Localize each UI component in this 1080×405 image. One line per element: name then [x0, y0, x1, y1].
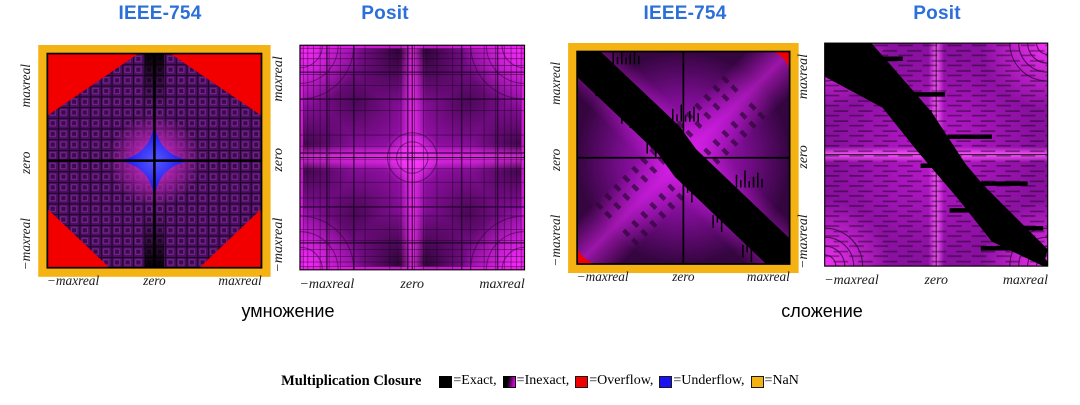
- plot-border: [576, 50, 791, 265]
- exact-diagonal-bulge: [947, 149, 1048, 267]
- legend-swatch-exact: [439, 375, 453, 388]
- legend-swatch-nan: [750, 375, 764, 388]
- x-label-maxreal: maxreal: [747, 269, 790, 284]
- x-axis: −maxreal zero maxreal: [824, 273, 1048, 288]
- exact-stair-bars: [851, 56, 1044, 251]
- caption-addition: сложение: [781, 301, 863, 321]
- panel-title-posit-multiplication: Posit: [361, 3, 409, 24]
- plot-posit-multiplication: maxreal zero −maxreal −maxreal zero maxr…: [270, 44, 526, 292]
- y-label-zero: zero: [270, 148, 286, 173]
- panel-title-ieee754-addition: IEEE-754: [643, 3, 727, 24]
- exact-axes-cross: [824, 43, 1048, 267]
- y-label-maxreal: maxreal: [18, 64, 33, 108]
- y-axis: maxreal zero −maxreal: [18, 64, 33, 271]
- x-label-maxreal: maxreal: [1003, 273, 1048, 288]
- plot-border: [299, 44, 526, 271]
- legend-title: Multiplication Closure: [281, 372, 422, 389]
- legend-label-underflow: =Underflow,: [673, 373, 745, 388]
- exact-axes-cross: [47, 53, 262, 268]
- y-label-maxreal: maxreal: [548, 62, 563, 105]
- x-label-neg-maxreal: −maxreal: [299, 276, 354, 292]
- x-label-zero: zero: [923, 273, 947, 288]
- x-label-maxreal: maxreal: [218, 273, 262, 288]
- legend-swatch-overflow: [575, 375, 589, 388]
- y-label-neg-maxreal: −maxreal: [548, 214, 563, 266]
- y-label-neg-maxreal: −maxreal: [18, 218, 33, 271]
- plot-border: [824, 42, 1049, 267]
- y-label-neg-maxreal: −maxreal: [270, 218, 286, 273]
- legend-swatch-inexact: [502, 375, 516, 388]
- legend: Multiplication Closure =Exact, =Inexact,…: [0, 369, 1080, 393]
- x-label-zero: zero: [399, 276, 424, 292]
- legend-label-exact: =Exact,: [453, 373, 497, 388]
- x-label-neg-maxreal: −maxreal: [47, 273, 100, 288]
- plot-posit-addition: maxreal zero −maxreal −maxreal zero maxr…: [796, 42, 1049, 288]
- legend-label-inexact: =Inexact,: [516, 373, 570, 388]
- y-label-neg-maxreal: −maxreal: [796, 214, 811, 269]
- nan-frame: [38, 45, 271, 277]
- overflow-region: [577, 51, 790, 264]
- legend-label-overflow: =Overflow,: [589, 373, 654, 388]
- x-axis: −maxreal zero maxreal: [299, 276, 524, 292]
- plot-ieee754-multiplication: maxreal zero −maxreal −maxreal zero maxr…: [18, 45, 271, 288]
- y-label-zero: zero: [796, 145, 811, 169]
- x-label-neg-maxreal: −maxreal: [824, 273, 879, 288]
- y-axis: maxreal zero −maxreal: [548, 62, 563, 267]
- x-label-zero: zero: [142, 273, 166, 288]
- panel-title-ieee754-multiplication: IEEE-754: [118, 3, 202, 24]
- plot-border: [46, 52, 263, 269]
- plot-ieee754-addition: maxreal zero −maxreal −maxreal zero maxr…: [548, 43, 799, 284]
- nan-frame: [568, 43, 799, 274]
- y-axis: maxreal zero −maxreal: [796, 54, 811, 269]
- y-label-zero: zero: [18, 151, 33, 175]
- x-label-neg-maxreal: −maxreal: [577, 269, 629, 284]
- caption-multiplication: умножение: [241, 301, 335, 321]
- panel-title-posit-addition: Posit: [913, 3, 961, 24]
- legend-swatch-underflow: [659, 375, 673, 388]
- x-axis: −maxreal zero maxreal: [577, 269, 791, 284]
- x-axis: −maxreal zero maxreal: [47, 273, 262, 288]
- legend-label-nan: =NaN: [764, 373, 799, 388]
- exact-axes-cross: [299, 45, 525, 270]
- exact-axes-cross: [577, 51, 790, 264]
- x-label-maxreal: maxreal: [479, 276, 525, 292]
- y-label-zero: zero: [548, 148, 563, 172]
- y-label-maxreal: maxreal: [796, 54, 811, 99]
- y-axis: maxreal zero −maxreal: [270, 56, 286, 272]
- x-label-zero: zero: [671, 269, 695, 284]
- y-label-maxreal: maxreal: [270, 56, 286, 102]
